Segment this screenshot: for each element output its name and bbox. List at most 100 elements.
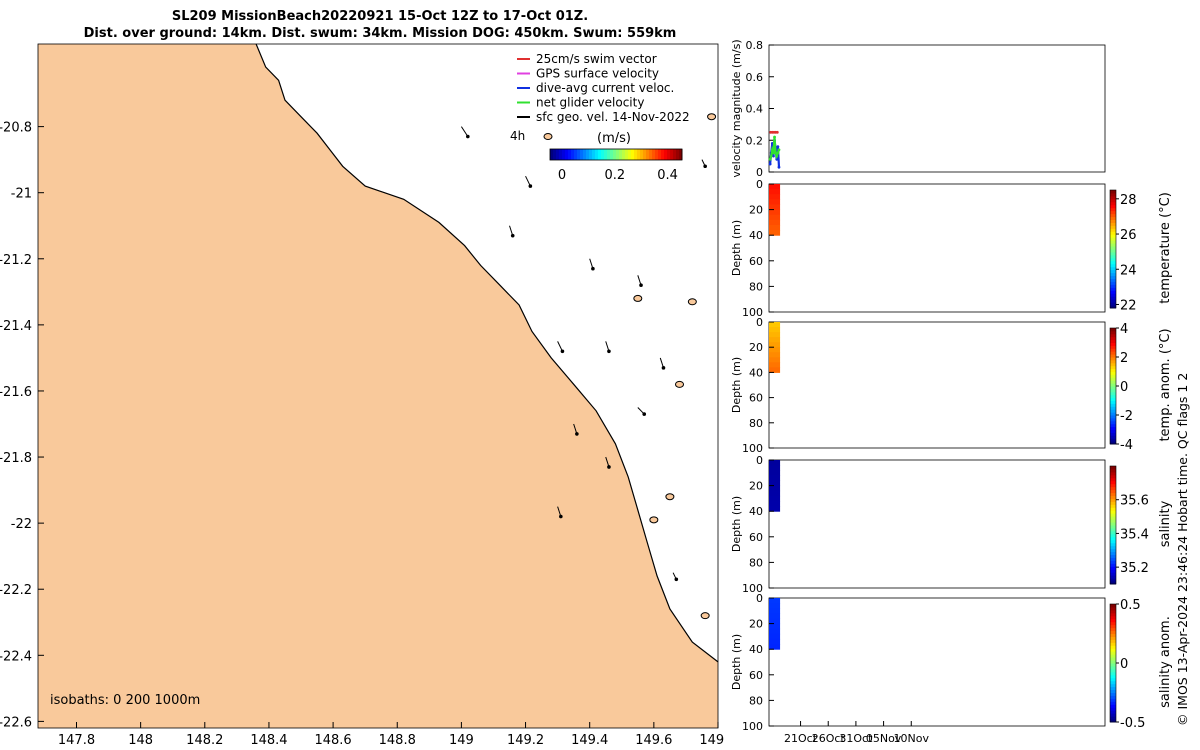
- colorbar-cell-1-10: [1110, 278, 1116, 282]
- colorbar-cell-1-34: [1110, 207, 1116, 212]
- colorbar-cell-2-37: [1110, 336, 1116, 341]
- map-xtick-label-2: 148: [128, 733, 153, 748]
- map-ytick-label-6: -21.8: [0, 451, 32, 466]
- colorbar-cell-3-28: [1110, 501, 1116, 505]
- colorbar-cell-1-15: [1110, 263, 1116, 268]
- map-xtick-label-10: 149.6: [635, 733, 672, 748]
- colorbar-ticklabel-2-4: 2: [1120, 351, 1128, 366]
- colorbar-cell-2-33: [1110, 348, 1116, 352]
- geo-vector-head-6: [607, 349, 611, 354]
- colorbar-cell-4-6: [1110, 704, 1116, 708]
- colorbar-cell-4-4: [1110, 710, 1116, 714]
- profile-ytick-label-1-1: 0: [756, 178, 763, 191]
- velocity-ytick-label-4: 0.6: [746, 71, 764, 84]
- colorbar-cell-4-13: [1110, 683, 1116, 688]
- colorbar-cell-4-17: [1110, 671, 1116, 676]
- colorbar-ticklabel-3-2: 35.4: [1120, 527, 1149, 542]
- profile-ylabel-3: Depth (m): [730, 496, 743, 552]
- colorbar-cell-2-23: [1110, 377, 1116, 381]
- map-colorbar-cell-28: [631, 149, 635, 160]
- colorbar-cell-4-35: [1110, 618, 1116, 623]
- colorbar-cell-2-14: [1110, 403, 1116, 407]
- colorbar-cell-3-19: [1110, 527, 1116, 532]
- profile-cell-4-7: [769, 628, 781, 635]
- profile-cell-2-7: [769, 352, 781, 358]
- colorbar-cell-4-37: [1110, 612, 1116, 617]
- map-axes: 147.8 148 148.2 148.4 148.6 148.8 149 149.2 149.…: [0, 43, 725, 748]
- map-colorbar-cell-22: [613, 149, 617, 160]
- map-vector-layer: [460, 126, 707, 582]
- map-ytick-label-8: -22.2: [0, 583, 32, 598]
- colorbar-cell-2-25: [1110, 371, 1116, 375]
- colorbar-cell-2-22: [1110, 380, 1116, 384]
- profile-ytick-label-4-1: 0: [756, 592, 763, 605]
- colorbar-cell-1-5: [1110, 293, 1116, 297]
- figure-title-line1: SL209 MissionBeach20220921 15-Oct 12Z to…: [171, 9, 589, 24]
- colorbar-cell-4-30: [1110, 633, 1116, 637]
- colorbar-cell-1-29: [1110, 222, 1116, 226]
- profile-cell-4-10: [769, 644, 781, 650]
- map-colorbar-cell-44: [679, 149, 683, 160]
- profile-ytick-label-1-3: 40: [749, 229, 763, 242]
- map-colorbar-cell-12: [583, 149, 587, 160]
- colorbar-cell-1-32: [1110, 213, 1116, 218]
- profile-ytick-label-4-4: 60: [749, 669, 763, 682]
- colorbar-cell-1-7: [1110, 287, 1116, 291]
- colorbar-cell-2-35: [1110, 342, 1116, 346]
- colorbar-cell-1-31: [1110, 216, 1116, 220]
- velocity-point-3-5: [775, 130, 779, 134]
- colorbar-cell-4-2: [1110, 716, 1116, 720]
- map-colorbar-cell-30: [637, 149, 641, 160]
- colorbar-cell-3-6: [1110, 566, 1116, 570]
- colorbar-cell-1-19: [1110, 251, 1116, 256]
- velocity-point-2-9: [777, 148, 781, 152]
- colorbar-cell-4-36: [1110, 615, 1116, 620]
- map-colorbar-cell-39: [664, 149, 668, 160]
- profile-cell-1-3: [769, 194, 781, 200]
- colorbar-ticklabel-4-3: 0.5: [1120, 598, 1141, 613]
- colorbar-cell-4-29: [1110, 636, 1116, 640]
- island-4: [675, 380, 685, 388]
- colorbar-cell-4-12: [1110, 686, 1116, 691]
- profile-cell-3-4: [769, 475, 781, 481]
- velocity-point-2-4: [772, 151, 775, 155]
- colorbar-cell-4-22: [1110, 657, 1116, 661]
- colorbar-cell-3-31: [1110, 492, 1116, 496]
- colorbar-cell-2-9: [1110, 417, 1116, 422]
- profile-ytick-label-3-6: 100: [742, 582, 763, 595]
- colorbar-cell-3-27: [1110, 504, 1116, 508]
- profile-ytick-label-1-5: 80: [749, 280, 763, 293]
- colorbar-cell-2-29: [1110, 359, 1116, 364]
- colorbar-cell-1-11: [1110, 275, 1116, 279]
- map-colorbar-cell-13: [586, 149, 590, 160]
- profile-cell-4-5: [769, 618, 781, 625]
- profile-panel-2: 0 20 40 60 80 100 Depth (m) -4 -2 0 2 4 temp. anom. …: [730, 316, 1173, 455]
- colorbar-cell-1-38: [1110, 195, 1116, 200]
- colorbar-cell-4-5: [1110, 707, 1116, 711]
- colorbar-cell-3-17: [1110, 533, 1116, 538]
- colorbar-cell-1-28: [1110, 225, 1116, 229]
- colorbar-cell-2-3: [1110, 435, 1116, 439]
- colorbar-cell-2-7: [1110, 423, 1116, 428]
- colorbar-cell-1-22: [1110, 243, 1116, 247]
- colorbar-cell-1-3: [1110, 299, 1116, 303]
- profile-cell-1-6: [769, 209, 781, 216]
- map-colorbar-cell-42: [673, 149, 677, 160]
- profile-cell-1-2: [769, 189, 781, 195]
- colorbar-cell-4-10: [1110, 692, 1116, 696]
- map-colorbar-cell-36: [655, 149, 659, 160]
- map-panel: 147.8 148 148.2 148.4 148.6 148.8 149 149.2 149.…: [0, 43, 725, 748]
- island-1: [543, 133, 553, 141]
- profile-ytick-label-1-6: 100: [742, 306, 763, 319]
- colorbar-ticklabel-2-2: -2: [1120, 409, 1133, 424]
- figure-title-line2: Dist. over ground: 14km. Dist. swum: 34k…: [83, 26, 677, 41]
- map-ytick-label-3: -21.2: [0, 253, 32, 268]
- colorbar-cell-3-11: [1110, 551, 1116, 555]
- map-colorbar-title: (m/s): [597, 131, 631, 146]
- colorbar-cell-2-27: [1110, 365, 1116, 370]
- map-colorbar-cell-2: [553, 149, 557, 160]
- colorbar-cell-2-10: [1110, 415, 1116, 419]
- land-area: [38, 44, 718, 728]
- profile-cell-2-3: [769, 332, 781, 338]
